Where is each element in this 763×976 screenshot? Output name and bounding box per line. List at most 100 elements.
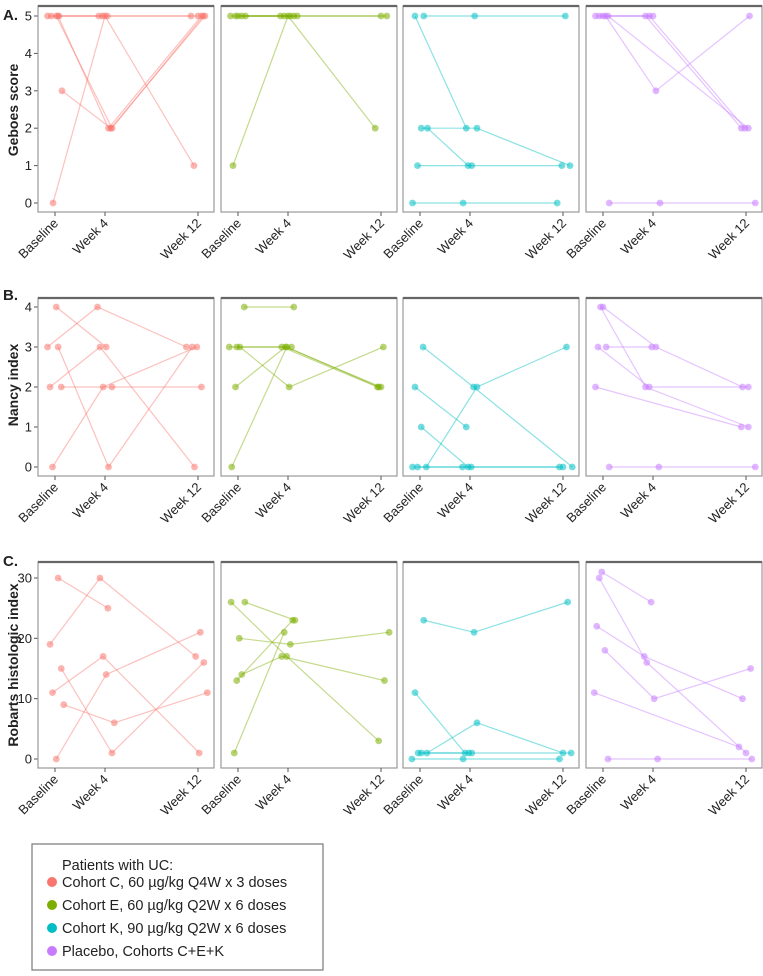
x-tick-label: Week 12 bbox=[157, 216, 204, 263]
x-tick-label: Week 4 bbox=[70, 772, 112, 814]
data-point bbox=[409, 463, 416, 471]
panel-cohort-k: Baseline Week 4 Week 12 bbox=[380, 296, 580, 526]
data-point bbox=[471, 12, 479, 20]
panel-placebo: Baseline Week 4 Week 12 bbox=[563, 560, 763, 818]
data-point bbox=[241, 598, 249, 606]
data-point bbox=[590, 689, 598, 697]
panel-frame bbox=[402, 297, 580, 477]
data-point bbox=[102, 343, 110, 351]
data-point bbox=[417, 124, 425, 132]
data-point bbox=[52, 303, 60, 311]
data-point bbox=[605, 463, 613, 471]
data-point bbox=[561, 12, 569, 20]
patient-line bbox=[414, 692, 466, 754]
panel-label: C. bbox=[3, 553, 18, 570]
patient-line bbox=[414, 386, 467, 428]
data-point bbox=[233, 677, 241, 684]
data-point bbox=[414, 749, 422, 757]
y-tick-label: 10 bbox=[18, 691, 32, 706]
data-point bbox=[473, 383, 481, 391]
data-point bbox=[225, 343, 233, 351]
data-point bbox=[751, 199, 759, 207]
data-point bbox=[57, 383, 65, 391]
data-point bbox=[739, 695, 746, 703]
data-point bbox=[556, 755, 563, 763]
data-point bbox=[238, 671, 246, 678]
data-point bbox=[46, 640, 54, 648]
panel-cohort-c: Baseline Week 4 Week 12 bbox=[15, 560, 215, 819]
data-point bbox=[470, 628, 478, 636]
x-tick-label: Week 12 bbox=[340, 216, 387, 263]
data-point bbox=[110, 719, 118, 727]
data-point bbox=[52, 755, 60, 763]
y-tick-label: 0 bbox=[25, 460, 32, 475]
panel-cohort-k: Baseline Week 4 Week 12 bbox=[380, 4, 580, 262]
data-point bbox=[49, 199, 57, 207]
data-point bbox=[411, 12, 419, 20]
data-point bbox=[567, 749, 575, 757]
data-point bbox=[408, 755, 416, 763]
row-c: C.Robarts histologic index0102030Baselin… bbox=[3, 553, 763, 819]
panel-placebo: Baseline Week 4 Week 12 bbox=[563, 296, 763, 526]
data-point bbox=[229, 162, 237, 170]
data-point bbox=[654, 755, 662, 763]
data-point bbox=[289, 616, 297, 624]
x-tick-label: Baseline bbox=[15, 216, 61, 262]
panel-label: B. bbox=[3, 287, 18, 304]
data-point bbox=[96, 574, 104, 582]
data-point bbox=[230, 749, 238, 757]
patient-line bbox=[427, 127, 469, 167]
data-point bbox=[648, 343, 656, 351]
panel-cohort-c: Baseline Week 4 Week 12 bbox=[15, 296, 215, 526]
data-point bbox=[286, 640, 294, 648]
data-point bbox=[96, 343, 104, 351]
x-tick-label: Week 12 bbox=[157, 772, 204, 819]
panel-frame bbox=[585, 5, 763, 213]
x-tick-label: Baseline bbox=[563, 772, 609, 818]
patient-line bbox=[244, 601, 296, 621]
data-point bbox=[105, 463, 112, 471]
x-tick-label: Week 4 bbox=[435, 216, 477, 258]
y-tick-label: 0 bbox=[25, 196, 32, 211]
legend-marker bbox=[47, 923, 57, 933]
data-point bbox=[49, 463, 56, 471]
data-point bbox=[283, 653, 291, 660]
panel-frame bbox=[402, 561, 580, 769]
data-point bbox=[604, 12, 612, 20]
data-point bbox=[379, 343, 387, 351]
data-point bbox=[420, 12, 428, 20]
data-point bbox=[747, 665, 755, 672]
data-point bbox=[193, 343, 201, 351]
data-point bbox=[242, 12, 249, 20]
y-axis-title: Robarts histologic index bbox=[5, 583, 21, 747]
legend-item-label: Cohort K, 90 µg/kg Q2W x 6 doses bbox=[62, 921, 286, 937]
x-tick-label: Week 12 bbox=[340, 772, 387, 819]
data-point bbox=[46, 383, 54, 391]
data-point bbox=[593, 622, 601, 630]
data-point bbox=[748, 755, 756, 763]
legend: Patients with UC:Cohort C, 60 µg/kg Q4W … bbox=[31, 843, 324, 971]
panel-cohort-c: Baseline Week 4 Week 12 bbox=[15, 4, 215, 263]
data-point bbox=[414, 162, 421, 170]
data-point bbox=[188, 343, 196, 351]
data-point bbox=[656, 199, 664, 207]
legend-item-label: Cohort E, 60 µg/kg Q2W x 6 doses bbox=[62, 898, 286, 914]
data-point bbox=[411, 383, 419, 391]
data-point bbox=[424, 124, 431, 132]
y-tick-label: 30 bbox=[18, 571, 32, 586]
patient-line bbox=[595, 386, 742, 428]
y-tick-label: 3 bbox=[25, 83, 32, 98]
data-point bbox=[556, 463, 563, 471]
data-point bbox=[94, 303, 101, 311]
legend-box bbox=[31, 843, 324, 971]
data-point bbox=[645, 383, 653, 391]
x-tick-label: Week 4 bbox=[618, 772, 660, 814]
data-point bbox=[465, 749, 473, 757]
data-point bbox=[420, 616, 428, 624]
data-point bbox=[293, 12, 301, 20]
data-point bbox=[54, 574, 62, 582]
panel-frame bbox=[37, 561, 215, 769]
data-point bbox=[459, 199, 467, 207]
data-point bbox=[462, 124, 470, 132]
